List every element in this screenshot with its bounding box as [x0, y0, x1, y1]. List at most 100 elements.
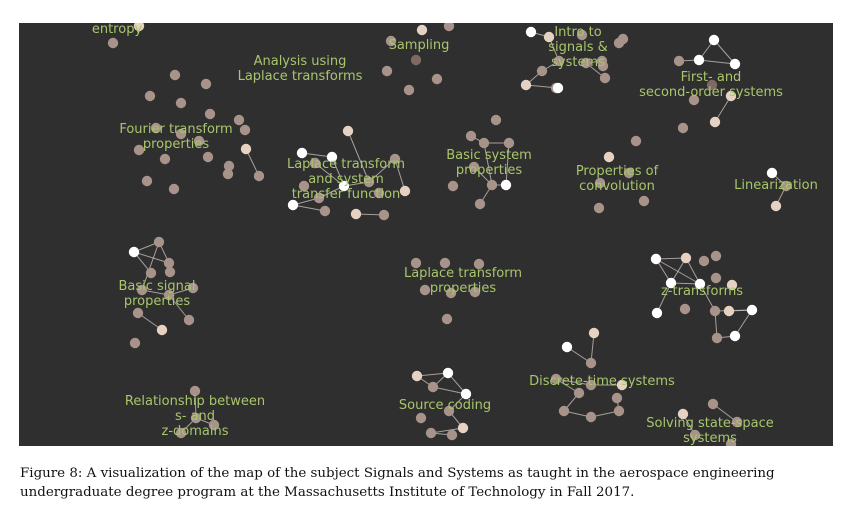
- concept-edge: [430, 427, 464, 434]
- concept-node: [403, 84, 415, 96]
- concept-node: [389, 153, 401, 165]
- concept-node: [465, 130, 477, 142]
- concept-edge: [347, 130, 370, 183]
- topic-label-z-transforms: z-transforms: [661, 284, 743, 299]
- concept-node: [175, 97, 187, 109]
- topic-label-laplace-system-tf: Laplace transform and system transfer func…: [287, 157, 405, 202]
- concept-node: [593, 202, 605, 214]
- concept-node: [706, 79, 718, 91]
- topic-label-discrete-time: Discrete-time systems: [529, 374, 675, 389]
- concept-node: [679, 303, 691, 315]
- concept-node: [128, 246, 140, 258]
- concept-node: [708, 34, 720, 46]
- concept-node: [525, 26, 537, 38]
- concept-node: [342, 125, 354, 137]
- concept-node: [460, 388, 472, 400]
- concept-node: [296, 147, 308, 159]
- concept-node: [202, 151, 214, 163]
- concept-node: [169, 69, 181, 81]
- concept-edge: [432, 386, 467, 395]
- topic-label-source-coding: Source coding: [399, 398, 491, 413]
- concept-node: [163, 257, 175, 269]
- concept-node: [536, 65, 548, 77]
- concept-edge: [314, 162, 345, 187]
- concept-node: [145, 267, 157, 279]
- concept-node: [725, 438, 737, 446]
- concept-node: [175, 427, 187, 439]
- concept-node: [613, 405, 625, 417]
- topic-label-relationship-s-z: Relationship between s- and z-domains: [125, 394, 265, 439]
- concept-node: [129, 337, 141, 349]
- topic-label-fourier-properties: Fourier transform properties: [119, 122, 232, 152]
- concept-edge: [555, 378, 592, 386]
- concept-edge: [394, 158, 406, 192]
- concept-node: [603, 151, 615, 163]
- concept-node: [309, 157, 321, 169]
- concept-node: [338, 180, 350, 192]
- concept-node: [287, 199, 299, 211]
- concept-node: [443, 405, 455, 417]
- concept-node: [381, 65, 393, 77]
- concept-node: [651, 307, 663, 319]
- concept-node: [326, 151, 338, 163]
- concept-node: [770, 200, 782, 212]
- concept-node: [486, 179, 498, 191]
- concept-node: [200, 78, 212, 90]
- concept-node: [298, 180, 310, 192]
- concept-node: [419, 284, 431, 296]
- concept-node: [446, 429, 458, 441]
- concept-node: [223, 160, 235, 172]
- concept-node: [478, 137, 490, 149]
- concept-node: [723, 305, 735, 317]
- concept-node: [616, 379, 628, 391]
- concept-node: [585, 379, 597, 391]
- concept-node: [573, 387, 585, 399]
- concept-node: [208, 419, 220, 431]
- concept-node: [445, 287, 457, 299]
- concept-node: [588, 327, 600, 339]
- concept-node: [689, 429, 701, 441]
- concept-node: [350, 208, 362, 220]
- concept-node: [711, 332, 723, 344]
- concept-node: [442, 367, 454, 379]
- concept-node: [233, 114, 245, 126]
- concept-node: [500, 179, 512, 191]
- concept-node: [253, 170, 265, 182]
- concept-node: [693, 54, 705, 66]
- concept-node: [469, 286, 481, 298]
- concept-node: [410, 257, 422, 269]
- topic-label-basic-system-properties: Basic system properties: [446, 148, 532, 178]
- concept-node: [399, 185, 411, 197]
- concept-node: [694, 278, 706, 290]
- concept-node: [136, 284, 148, 296]
- concept-node: [710, 272, 722, 284]
- concept-node: [457, 422, 469, 434]
- concept-node: [168, 183, 180, 195]
- concept-node: [613, 37, 625, 49]
- topic-label-linearization: Linearization: [734, 178, 818, 193]
- concept-node: [665, 277, 677, 289]
- concept-edge: [133, 251, 170, 264]
- topic-label-basic-signal-properties: Basic signal properties: [118, 279, 195, 309]
- concept-edge: [141, 241, 160, 291]
- concept-node: [594, 177, 606, 189]
- concept-node: [239, 124, 251, 136]
- concept-node: [553, 55, 565, 67]
- concept-node: [543, 31, 555, 43]
- concept-node: [707, 398, 719, 410]
- concept-node: [729, 330, 741, 342]
- concept-node: [468, 161, 480, 173]
- concept-edge: [368, 158, 396, 183]
- concept-node: [132, 307, 144, 319]
- concept-edge: [331, 156, 345, 187]
- concept-node: [731, 416, 743, 428]
- concept-node: [688, 94, 700, 106]
- concept-edge: [698, 59, 736, 65]
- concept-node: [503, 137, 515, 149]
- concept-node: [729, 58, 741, 70]
- topic-label-analysis-laplace: Analysis using Laplace transforms: [238, 54, 363, 84]
- concept-node: [766, 167, 778, 179]
- topic-label-convolution-properties: Properties of convolution: [576, 164, 659, 194]
- concept-node: [141, 175, 153, 187]
- concept-node: [159, 153, 171, 165]
